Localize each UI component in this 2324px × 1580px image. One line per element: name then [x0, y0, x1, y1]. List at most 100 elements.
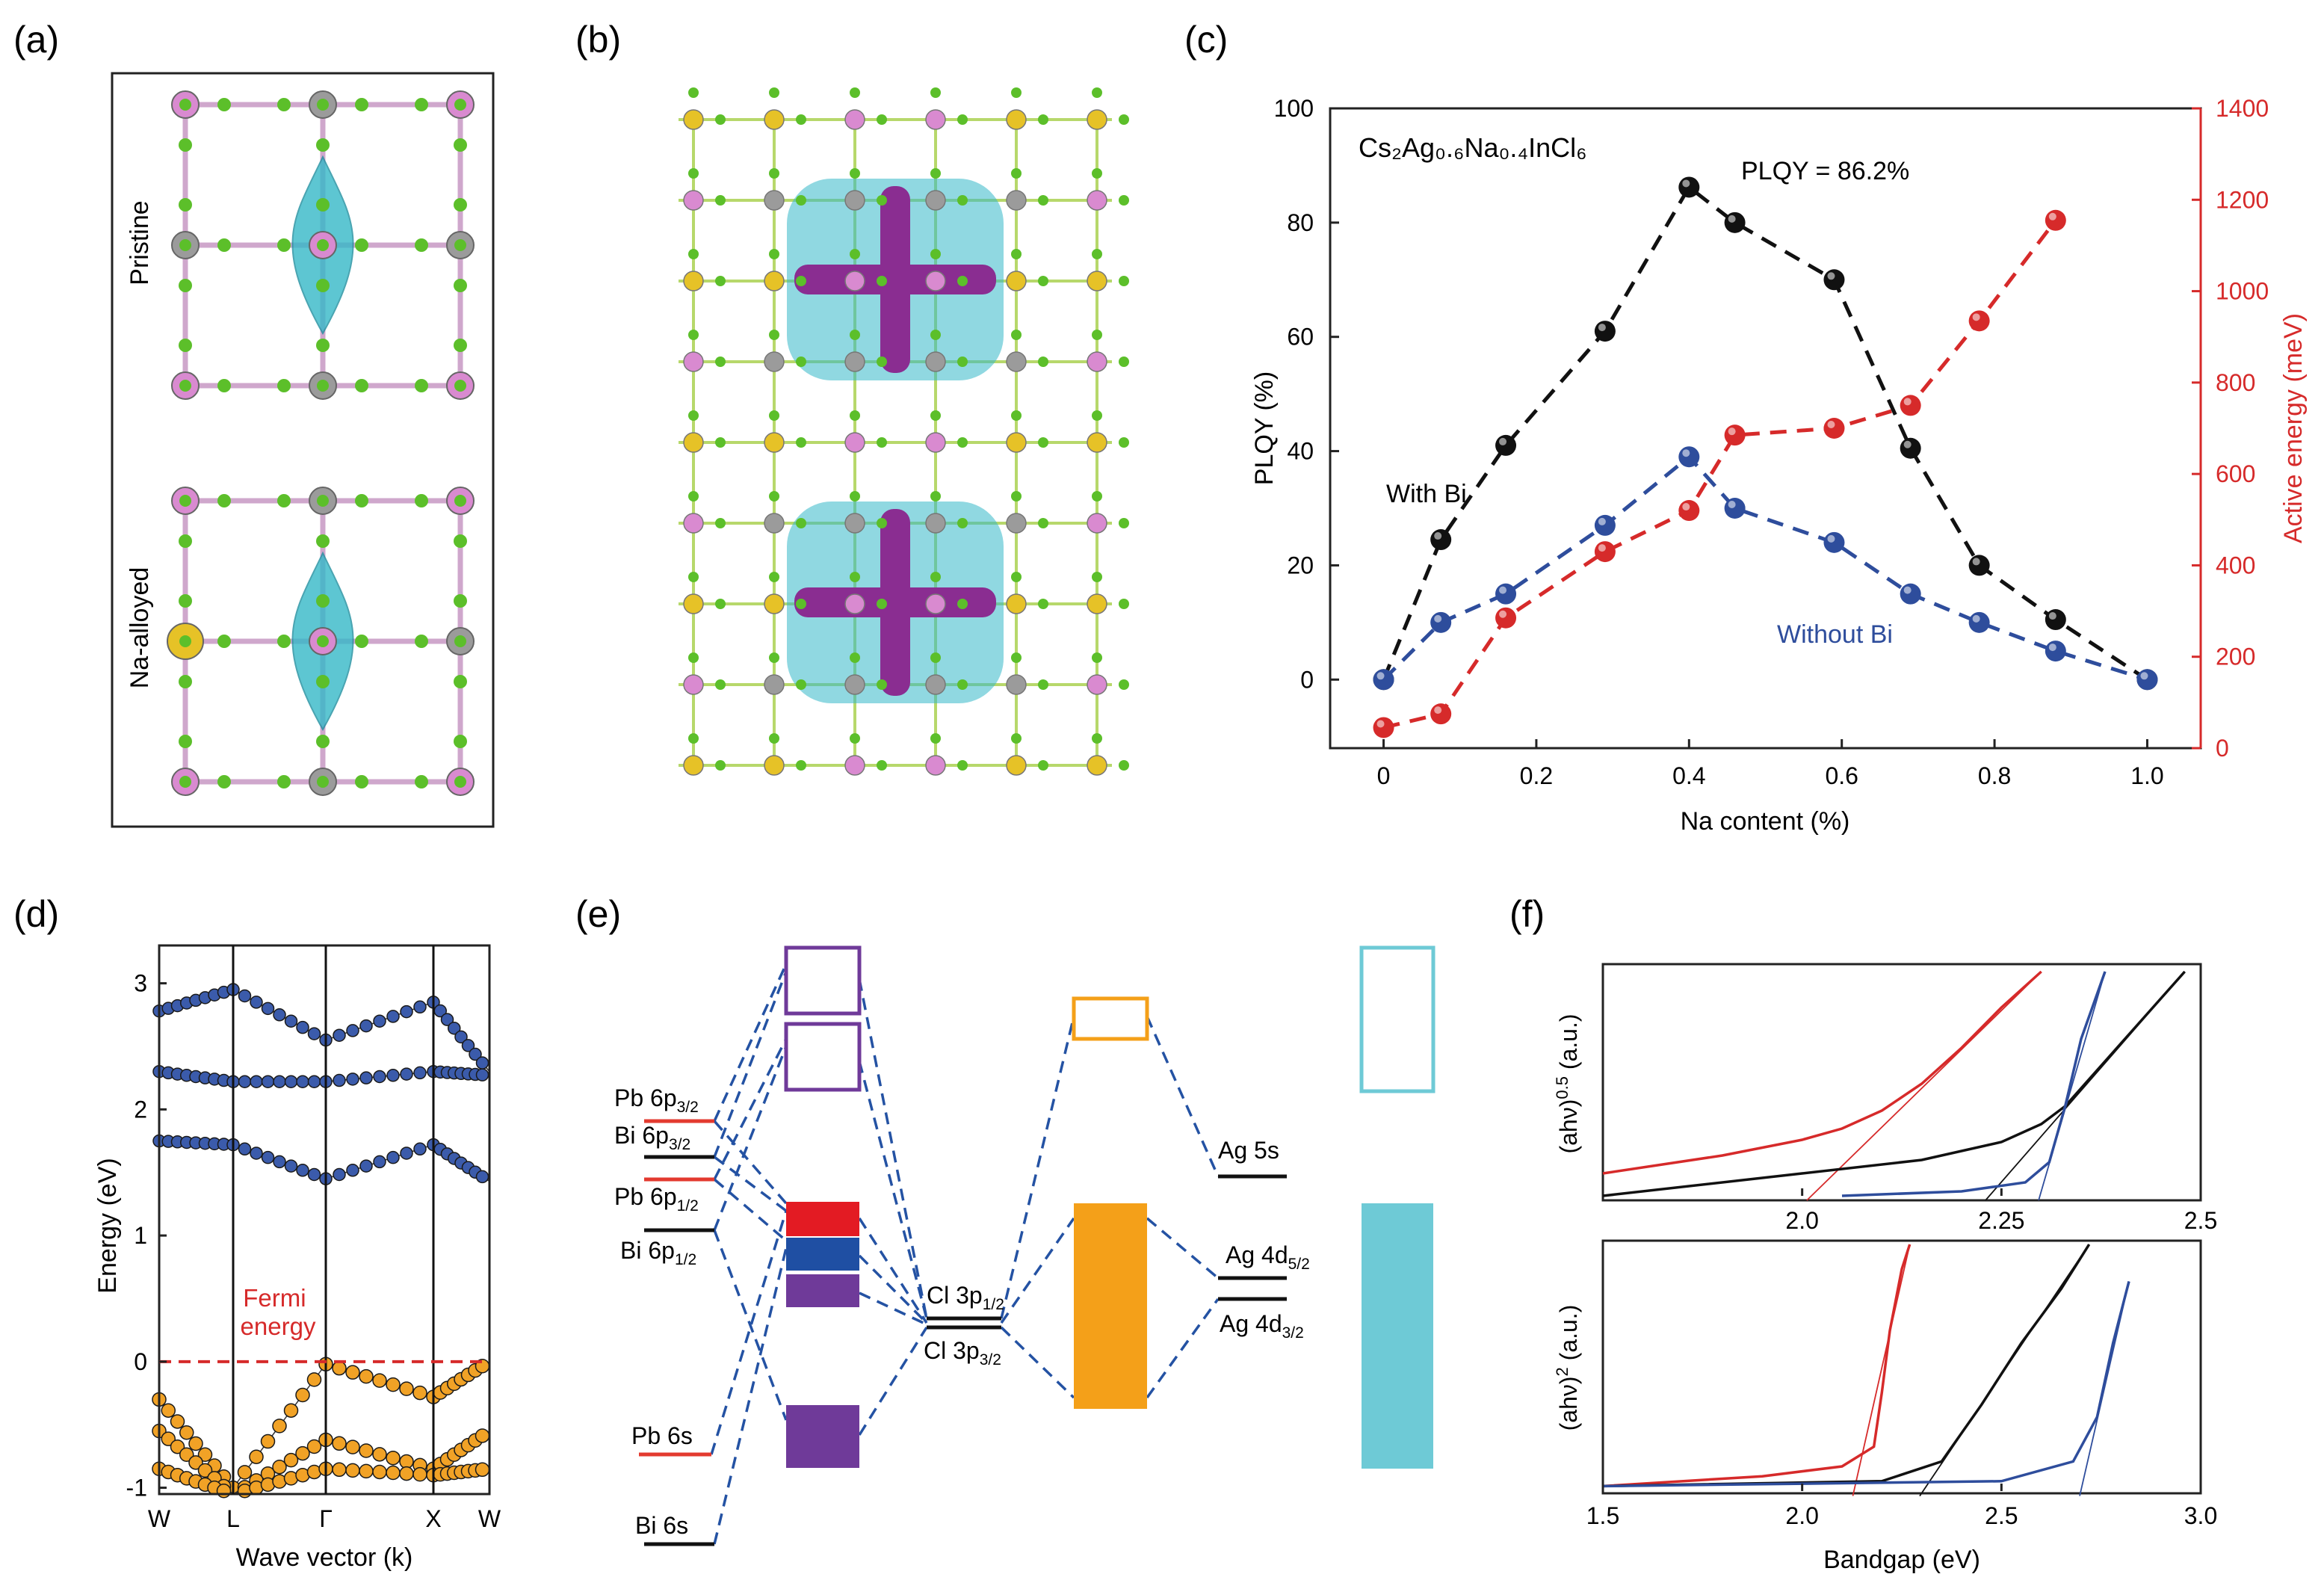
cl-atom	[930, 572, 941, 582]
x-tick-label: 2.5	[2184, 1207, 2217, 1234]
data-point	[1968, 310, 1990, 332]
metal-atom	[1087, 351, 1107, 372]
band-point	[250, 996, 263, 1009]
band-point	[179, 1447, 194, 1463]
cl-atom	[850, 168, 860, 179]
cl-atom	[1119, 679, 1129, 690]
cl-atom	[769, 249, 779, 259]
cl-atom	[930, 330, 941, 340]
band-point	[359, 1443, 374, 1458]
metal-atom	[764, 593, 785, 614]
data-point-highlight	[1499, 610, 1507, 618]
center-dot	[317, 776, 329, 788]
tauc-tangent-1	[1985, 971, 2186, 1201]
chart-c-xlabel: Na content (%)	[1681, 807, 1850, 836]
band-point	[306, 1372, 322, 1387]
cl-atom	[930, 168, 941, 179]
data-point	[1678, 446, 1700, 468]
metal-atom	[1087, 109, 1107, 130]
data-point	[1373, 669, 1394, 691]
cl-atom	[715, 518, 726, 528]
cl-atom	[1119, 437, 1129, 448]
band-point	[400, 1147, 413, 1160]
x-tick-label: 0.8	[1978, 762, 2011, 789]
cl-atom	[1038, 437, 1048, 448]
connection-line	[710, 1210, 788, 1455]
center-dot	[454, 99, 466, 111]
label-cl3p12-sub: 1/2	[983, 1296, 1004, 1313]
data-point-highlight	[1598, 544, 1606, 552]
band-point	[238, 1075, 252, 1088]
band-point	[359, 1019, 373, 1033]
cl-atom	[877, 518, 887, 528]
connection-line	[713, 1046, 788, 1231]
vb-block-purple	[786, 1274, 859, 1307]
connection-line	[858, 978, 928, 1319]
cl-atom	[877, 599, 887, 609]
band-point	[170, 1414, 185, 1429]
cl-atom	[930, 733, 941, 744]
metal-atom	[1006, 109, 1027, 130]
connection-line	[713, 1178, 788, 1242]
cl-atom	[796, 518, 806, 528]
band-structure	[152, 983, 490, 1499]
band-point	[359, 1159, 373, 1173]
chart-c-ylabel: PLQY (%)	[1250, 371, 1279, 485]
band-point	[179, 1425, 194, 1440]
cl-atom	[688, 87, 699, 98]
series-label-with-bi: With Bi	[1386, 480, 1467, 508]
connection-line	[858, 1061, 928, 1319]
y2-tick-label: 200	[2216, 644, 2255, 670]
cl-atom	[1038, 679, 1048, 690]
x-tick-label: 2.0	[1785, 1502, 1818, 1529]
metal-atom	[1087, 190, 1107, 211]
cl-atom	[1011, 249, 1022, 259]
cl-atom	[930, 87, 941, 98]
metal-atom	[844, 513, 865, 534]
panel-e-diagram: Pb 6p3/2 Bi 6p3/2 Pb 6p1/2 Bi 6p1/2 Pb 6…	[614, 945, 1435, 1546]
connection-line	[713, 963, 788, 1122]
band-point	[359, 1368, 374, 1384]
series-label-without-bi: Without Bi	[1777, 620, 1893, 649]
metal-atom	[844, 432, 865, 453]
data-point	[2045, 641, 2066, 662]
metal-atom	[925, 513, 946, 534]
metal-atom	[844, 351, 865, 372]
k-tick-label: X	[425, 1505, 441, 1532]
series-line-0	[1382, 184, 2148, 682]
chart-c-frame	[1329, 107, 2202, 750]
band-point	[296, 1075, 309, 1088]
x-tick-label: 2.0	[1785, 1207, 1818, 1234]
cl-atom	[217, 238, 231, 252]
x-tick-label: 0.2	[1520, 762, 1553, 789]
chart-c-ticks: 0 0.2 0.4 0.6 0.8 1.0020406080100020040060080…	[1274, 95, 2269, 789]
band-point	[345, 1439, 360, 1454]
band-point	[296, 1164, 309, 1177]
tauc-curve-2	[1602, 1281, 2130, 1488]
chart-c-y2label: Active energy (meV)	[2279, 313, 2308, 543]
center-dot	[179, 776, 191, 788]
data-point	[1430, 703, 1452, 725]
band-point	[216, 1484, 232, 1499]
cl-atom	[1038, 195, 1048, 206]
band-point	[333, 1167, 346, 1182]
cl-atom	[454, 198, 467, 212]
ag-vb-block	[1074, 1203, 1147, 1409]
cl-atom	[957, 114, 968, 125]
band-point	[250, 1075, 263, 1088]
connection-line	[1146, 1217, 1220, 1280]
cl-atom	[316, 138, 330, 152]
metal-atom	[1006, 432, 1027, 453]
cl-atom	[217, 635, 231, 648]
x-tick-label: 0	[1377, 762, 1391, 789]
band-point	[238, 989, 252, 1003]
center-dot	[317, 495, 329, 507]
band-point	[284, 1075, 298, 1088]
label-bi6p32-sub: 3/2	[669, 1136, 690, 1153]
cl-atom	[715, 679, 726, 690]
data-point	[1724, 212, 1746, 233]
label-bi6p32: Bi 6p3/2	[614, 1122, 690, 1153]
cl-atom	[277, 238, 291, 252]
ag-cb-box	[1072, 996, 1149, 1041]
band-point	[333, 1028, 346, 1042]
